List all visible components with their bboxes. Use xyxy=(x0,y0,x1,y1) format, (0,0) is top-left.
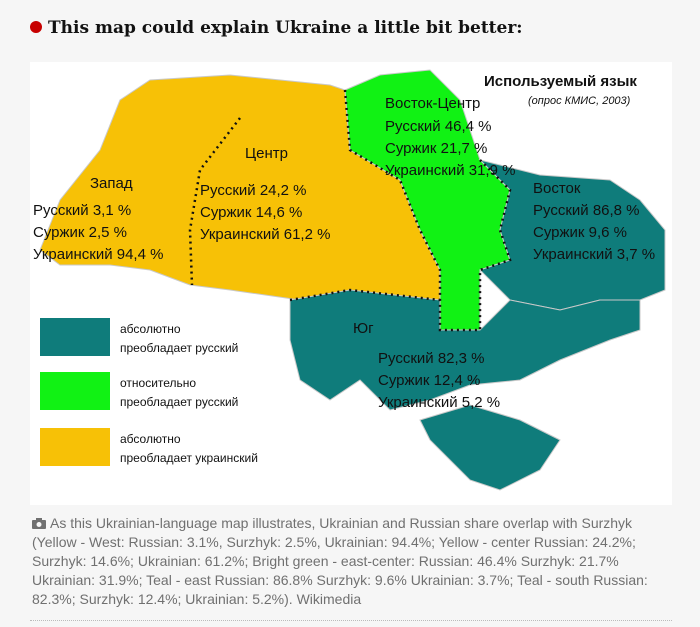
crimea xyxy=(419,404,561,491)
heading: This map could explain Ukraine a little … xyxy=(30,18,523,38)
border-center-green xyxy=(343,89,480,332)
region-teal-south xyxy=(289,289,641,411)
legend-label: преобладает русский xyxy=(120,395,238,409)
legend-swatch xyxy=(40,428,110,466)
region-line: Суржик 2,5 % xyxy=(33,224,127,241)
border-west-center xyxy=(188,117,241,286)
legend-label: относительно xyxy=(120,376,196,390)
region-line: Украинский 94,4 % xyxy=(33,246,163,263)
legend-label: абсолютно xyxy=(120,432,181,446)
region-line: Русский 46,4 % xyxy=(385,118,492,135)
legend-label: преобладает русский xyxy=(120,341,238,355)
map-subtitle: (опрос КМИС, 2003) xyxy=(528,95,631,107)
region-line: Русский 82,3 % xyxy=(378,350,485,367)
region-name: Центр xyxy=(245,145,288,162)
region-line: Украинский 3,7 % xyxy=(533,246,655,263)
region-name: Запад xyxy=(90,175,133,192)
divider xyxy=(30,620,672,621)
region-line: Русский 24,2 % xyxy=(200,182,307,199)
caption-text: As this Ukrainian-language map illustrat… xyxy=(32,515,648,607)
region-line: Суржик 14,6 % xyxy=(200,204,302,221)
region-line: Русский 86,8 % xyxy=(533,202,640,219)
region-name: Юг xyxy=(353,320,374,337)
region-line: Украинский 31,9 % xyxy=(385,162,515,179)
border-south xyxy=(289,288,441,302)
legend-swatch xyxy=(40,318,110,356)
region-line: Русский 3,1 % xyxy=(33,202,131,219)
camera-icon xyxy=(32,518,46,529)
map-title: Используемый язык xyxy=(484,73,637,90)
region-line: Суржик 9,6 % xyxy=(533,224,627,241)
region-name: Восток xyxy=(533,180,581,197)
region-line: Суржик 12,4 % xyxy=(378,372,480,389)
legend-swatch xyxy=(40,372,110,410)
region-line: Украинский 5,2 % xyxy=(378,394,500,411)
map: Используемый язык (опрос КМИС, 2003) Зап… xyxy=(33,69,666,491)
bullet xyxy=(30,21,42,33)
region-line: Украинский 61,2 % xyxy=(200,226,330,243)
border-green-east xyxy=(478,159,512,330)
region-line: Суржик 21,7 % xyxy=(385,140,487,157)
legend-label: преобладает украинский xyxy=(120,451,258,465)
legend-label: абсолютно xyxy=(120,322,181,336)
heading-text: This map could explain Ukraine a little … xyxy=(48,18,523,38)
region-name: Восток-Центр xyxy=(385,95,480,112)
caption: As this Ukrainian-language map illustrat… xyxy=(32,514,672,609)
